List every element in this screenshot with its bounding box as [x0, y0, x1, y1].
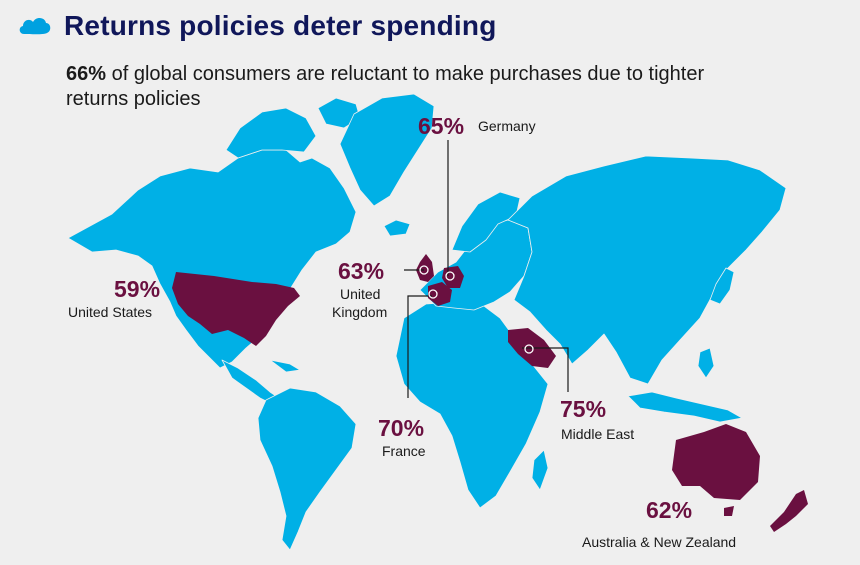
- subtitle-text: of global consumers are reluctant to mak…: [66, 63, 705, 110]
- australia-nz-percent: 62%: [646, 497, 693, 523]
- uk-label-line2: Kingdom: [332, 304, 388, 320]
- uk-marker: [419, 265, 429, 275]
- uk-label-line1: United: [340, 286, 381, 302]
- france-percent: 70%: [378, 415, 425, 441]
- caribbean: [269, 359, 301, 373]
- north-america: [67, 149, 357, 369]
- middle-east-label: Middle East: [561, 426, 635, 442]
- indonesia: [627, 391, 743, 423]
- subtitle: 66% of global consumers are reluctant to…: [66, 62, 766, 112]
- asia: [507, 155, 787, 385]
- africa: [395, 301, 549, 509]
- page-title: Returns policies deter spending: [64, 10, 497, 41]
- us-percent: 59%: [114, 276, 161, 302]
- greenland: [339, 93, 435, 207]
- philippines: [697, 347, 715, 379]
- header: Returns policies deter spending: [18, 10, 497, 42]
- new-zealand-region: [770, 490, 808, 532]
- france-region: [428, 282, 452, 306]
- madagascar: [531, 449, 549, 491]
- germany-marker: [445, 271, 455, 281]
- south-america: [257, 387, 357, 551]
- us-label: United States: [68, 304, 153, 320]
- middle-east-marker: [524, 344, 534, 354]
- subtitle-highlight: 66%: [66, 63, 107, 85]
- cloud-icon: [19, 17, 51, 35]
- scandinavia: [451, 191, 521, 253]
- france-label: France: [382, 443, 426, 459]
- australia-nz-label: Australia & New Zealand: [582, 534, 737, 550]
- tasmania-region: [724, 506, 734, 516]
- middle-east-leader: [522, 347, 569, 392]
- germany-percent: 65%: [418, 113, 465, 139]
- france-marker: [428, 289, 438, 299]
- iceland: [383, 219, 411, 237]
- france-leader: [407, 295, 432, 398]
- middle-east-percent: 75%: [560, 396, 607, 422]
- uk-region: [416, 254, 434, 282]
- japan: [709, 267, 735, 305]
- australia-region: [672, 424, 760, 500]
- germany-label: Germany: [478, 118, 536, 134]
- usa-region: [172, 272, 300, 346]
- arctic-islands: [225, 107, 317, 159]
- uk-percent: 63%: [338, 258, 385, 284]
